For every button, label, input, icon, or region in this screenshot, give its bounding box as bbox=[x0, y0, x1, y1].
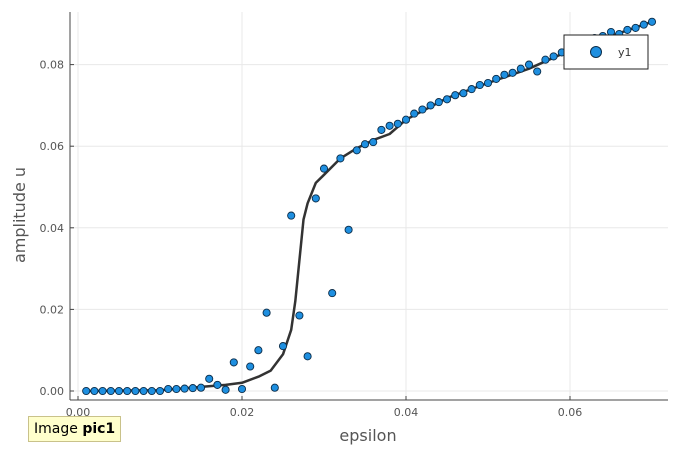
data-point bbox=[270, 383, 279, 392]
y-tick-labels: 0.00 0.02 0.04 0.06 0.08 bbox=[40, 59, 65, 398]
data-point bbox=[483, 78, 493, 88]
data-point bbox=[418, 105, 427, 114]
data-point bbox=[90, 386, 99, 396]
data-point bbox=[287, 211, 296, 220]
data-point bbox=[278, 342, 288, 351]
data-point bbox=[344, 225, 353, 234]
data-point bbox=[262, 308, 271, 317]
data-point bbox=[180, 384, 189, 393]
y-tick-label: 0.08 bbox=[40, 59, 65, 72]
axes bbox=[69, 12, 668, 401]
scatter-series-y1 bbox=[82, 17, 657, 396]
data-point bbox=[369, 138, 378, 147]
data-point bbox=[172, 384, 181, 394]
data-point bbox=[139, 386, 148, 396]
image-label: Image pic1 bbox=[28, 416, 122, 442]
data-point bbox=[213, 380, 222, 389]
legend-box bbox=[563, 34, 649, 70]
data-point bbox=[385, 121, 394, 130]
data-point bbox=[246, 362, 255, 371]
data-point bbox=[549, 52, 558, 61]
data-point bbox=[442, 95, 452, 104]
data-point bbox=[254, 346, 263, 355]
data-point bbox=[500, 70, 509, 79]
data-point bbox=[524, 60, 534, 69]
x-tick-label: 0.04 bbox=[394, 406, 419, 419]
data-point bbox=[360, 140, 370, 149]
legend-label-y1: y1 bbox=[618, 46, 632, 59]
data-point bbox=[451, 91, 460, 100]
x-tick-label: 0.02 bbox=[230, 406, 255, 419]
data-point bbox=[188, 384, 197, 393]
legend: y1 bbox=[563, 34, 649, 70]
grid bbox=[70, 12, 668, 400]
y-tick-label: 0.00 bbox=[40, 385, 65, 398]
data-point bbox=[533, 67, 542, 76]
data-point bbox=[639, 20, 648, 29]
data-point bbox=[336, 154, 345, 163]
data-point bbox=[155, 386, 165, 396]
x-axis-title: epsilon bbox=[339, 426, 396, 445]
data-point bbox=[647, 17, 657, 26]
data-point bbox=[410, 109, 419, 118]
data-point bbox=[328, 289, 337, 298]
data-point bbox=[237, 384, 247, 394]
data-point bbox=[98, 386, 107, 396]
data-point bbox=[295, 311, 304, 320]
data-point bbox=[205, 374, 214, 383]
y-tick-label: 0.04 bbox=[40, 222, 65, 235]
data-point bbox=[467, 85, 476, 94]
data-point bbox=[114, 386, 124, 396]
fit-line-series bbox=[86, 20, 653, 393]
data-point bbox=[123, 386, 132, 396]
data-point bbox=[492, 74, 501, 83]
data-point bbox=[426, 101, 435, 110]
data-point bbox=[164, 384, 173, 394]
data-point bbox=[147, 386, 156, 396]
y-tick-label: 0.06 bbox=[40, 140, 65, 153]
fit-line bbox=[86, 20, 653, 393]
x-tick-labels: 0.00 0.02 0.04 0.06 bbox=[66, 406, 583, 419]
data-point bbox=[508, 68, 517, 77]
data-point bbox=[377, 125, 386, 134]
data-point bbox=[131, 386, 140, 396]
data-point bbox=[303, 352, 312, 361]
legend-marker bbox=[590, 46, 602, 58]
x-tick-label: 0.00 bbox=[66, 406, 91, 419]
data-point bbox=[401, 115, 411, 124]
data-point bbox=[475, 80, 484, 90]
data-point bbox=[393, 119, 402, 128]
data-point bbox=[623, 25, 632, 34]
data-point bbox=[434, 98, 443, 107]
image-label-name: pic1 bbox=[82, 421, 116, 437]
data-point bbox=[541, 55, 550, 64]
data-point bbox=[106, 386, 115, 396]
data-point bbox=[516, 64, 525, 73]
data-point bbox=[459, 89, 468, 98]
data-point bbox=[196, 383, 206, 392]
x-tick-label: 0.06 bbox=[558, 406, 583, 419]
y-axis-title: amplitude u bbox=[10, 167, 29, 263]
data-point bbox=[319, 164, 329, 173]
data-point bbox=[229, 358, 238, 367]
data-point bbox=[82, 386, 91, 396]
data-point bbox=[311, 194, 320, 203]
data-point bbox=[221, 385, 230, 394]
data-point bbox=[352, 146, 361, 155]
image-label-prefix: Image bbox=[34, 421, 78, 437]
data-point bbox=[631, 23, 640, 32]
y-tick-label: 0.02 bbox=[40, 303, 65, 316]
